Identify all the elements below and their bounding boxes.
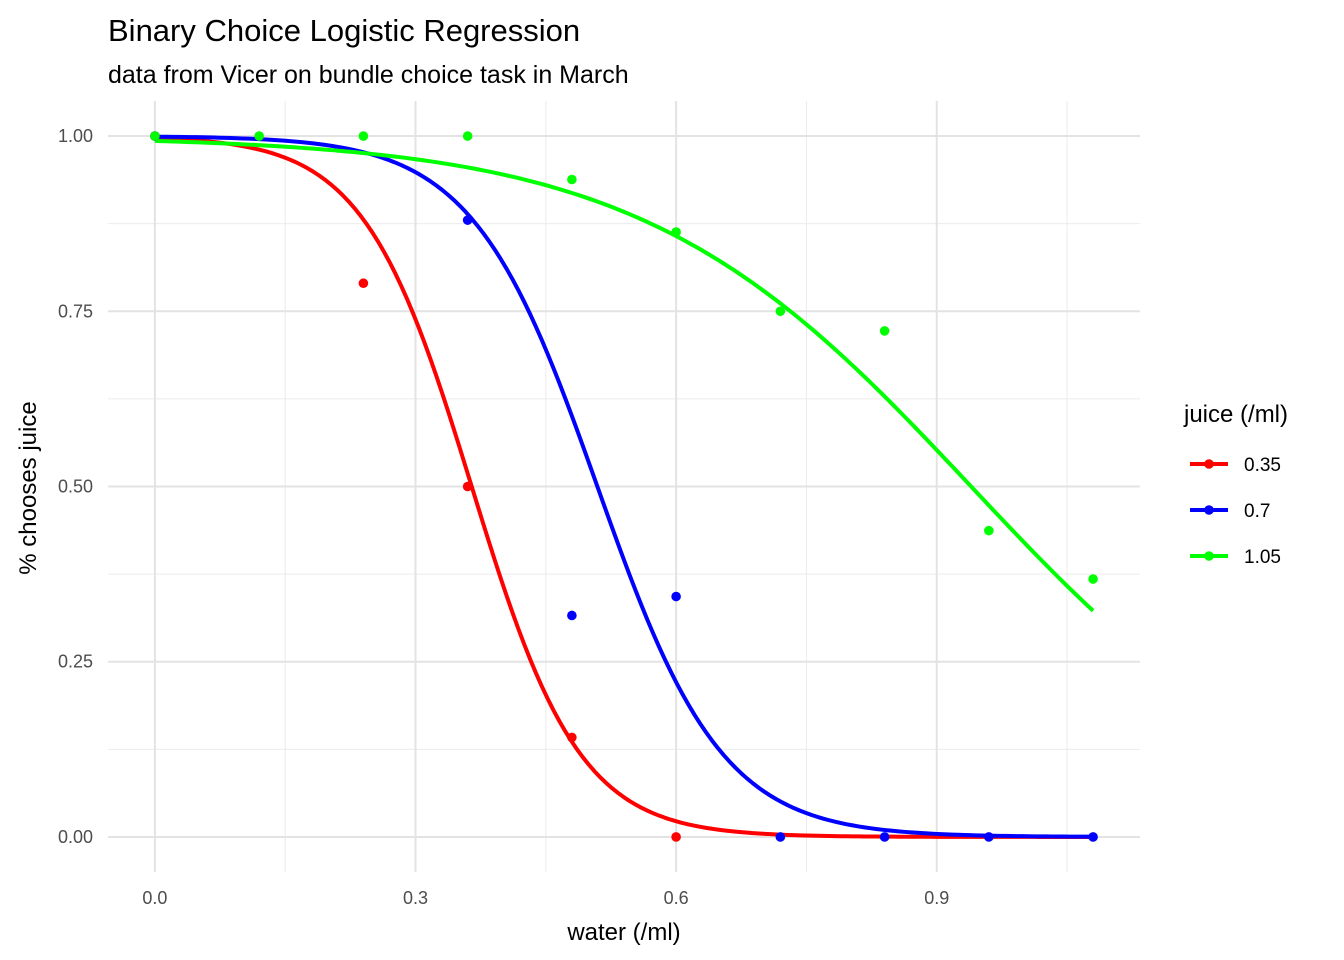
minor-gridlines: [108, 101, 1140, 872]
data-point-1-05: [775, 306, 786, 317]
major-gridlines: [108, 101, 1140, 872]
data-point-0-7: [1088, 832, 1098, 842]
y-tick-labels: 0.00 0.25 0.50 0.75 1.00: [58, 126, 93, 847]
data-point-1-05: [462, 131, 473, 141]
y-tick-label: 0.75: [58, 301, 93, 321]
chart-title: Binary Choice Logistic Regression: [108, 13, 580, 48]
fit-line-0-35: [154, 136, 1094, 839]
y-axis-title: % chooses juice: [15, 401, 42, 574]
x-tick-label: 0.9: [924, 888, 949, 908]
legend-label: 0.7: [1244, 501, 1270, 522]
data-point-0-7: [567, 610, 577, 621]
legend-label: 0.35: [1244, 455, 1281, 476]
legend-key-point: [1204, 505, 1214, 515]
x-tick-label: 0.6: [664, 888, 689, 908]
data-point-0-7: [775, 832, 786, 842]
legend-title: juice (/ml): [1183, 401, 1288, 428]
data-point-0-35: [358, 278, 369, 289]
data-point-1-05: [879, 326, 890, 336]
fit-line-0-7: [154, 134, 1094, 839]
data-point-1-05: [567, 174, 577, 185]
data-point-0-35: [462, 481, 473, 492]
data-point-0-7: [671, 591, 681, 602]
data-point-1-05: [254, 131, 264, 141]
x-tick-label: 0.0: [142, 888, 167, 908]
data-point-1-05: [358, 131, 369, 141]
x-tick-label: 0.3: [403, 888, 428, 908]
data-point-1-05: [984, 525, 994, 536]
data-point-0-7: [879, 832, 890, 842]
data-point-0-7: [984, 832, 994, 842]
fit-line-1-05: [154, 138, 1095, 613]
data-points: [150, 131, 1098, 842]
y-tick-label: 0.00: [58, 827, 93, 847]
legend-key-point: [1204, 459, 1214, 469]
legend: juice (/ml) 0.35 0.7 1.05: [1183, 401, 1288, 568]
x-axis-title: water (/ml): [566, 919, 680, 946]
y-tick-label: 0.25: [58, 652, 93, 672]
legend-key-point: [1204, 551, 1214, 561]
y-tick-label: 0.50: [58, 477, 93, 497]
legend-label: 1.05: [1244, 547, 1281, 568]
data-point-1-05: [150, 131, 160, 141]
data-point-1-05: [671, 227, 681, 237]
fit-lines: [154, 134, 1095, 839]
x-tick-labels: 0.0 0.3 0.6 0.9: [142, 888, 949, 908]
y-tick-label: 1.00: [58, 126, 93, 146]
data-point-1-05: [1088, 574, 1098, 584]
chart-subtitle: data from Vicer on bundle choice task in…: [108, 61, 629, 89]
data-point-0-35: [567, 732, 577, 743]
data-point-0-7: [462, 215, 473, 225]
data-point-0-35: [671, 832, 681, 842]
